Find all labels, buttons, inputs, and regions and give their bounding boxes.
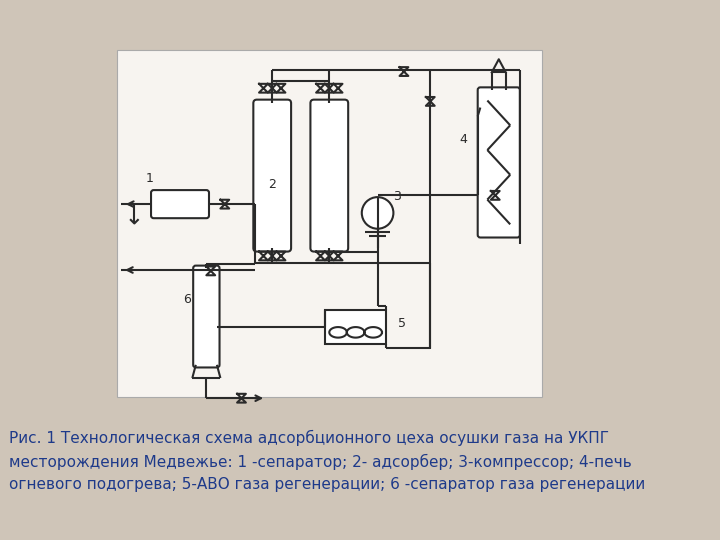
FancyBboxPatch shape	[253, 100, 291, 252]
Text: 2: 2	[269, 178, 276, 191]
Text: 5: 5	[397, 317, 406, 330]
Bar	[325, 310, 387, 344]
Text: 4: 4	[459, 133, 467, 146]
Text: 3: 3	[393, 190, 401, 202]
FancyBboxPatch shape	[477, 87, 520, 238]
Bar	[117, 50, 542, 397]
Text: 1: 1	[145, 172, 153, 185]
Circle shape	[361, 197, 393, 229]
Text: Рис. 1 Технологическая схема адсорбционного цеха осушки газа на УКПГ
месторожден: Рис. 1 Технологическая схема адсорбционн…	[9, 430, 645, 492]
Text: 6: 6	[183, 293, 191, 306]
FancyBboxPatch shape	[151, 190, 209, 218]
FancyBboxPatch shape	[310, 100, 348, 252]
FancyBboxPatch shape	[193, 266, 220, 368]
